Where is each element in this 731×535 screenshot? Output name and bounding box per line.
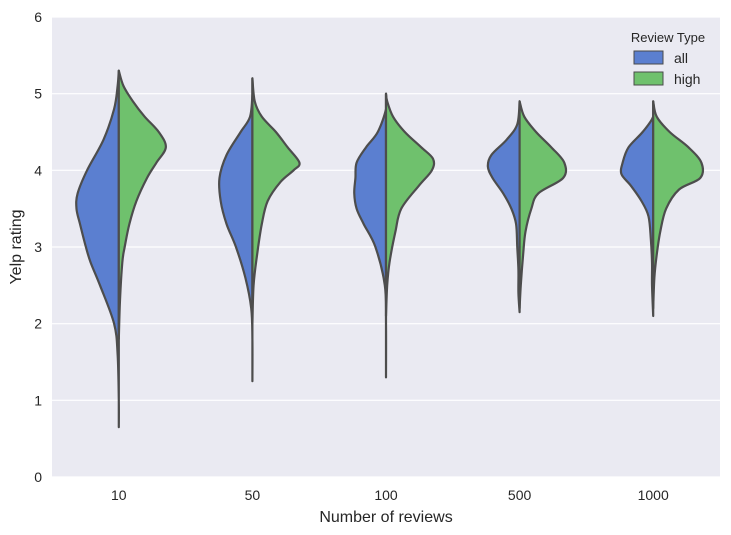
- y-tick-labels: 0 1 2 3 4 5 6: [34, 9, 42, 485]
- y-tick-label-0: 0: [34, 469, 42, 485]
- violin-all-100: [353, 92, 388, 379]
- y-tick-label-5: 5: [34, 86, 42, 102]
- legend-label-high: high: [674, 71, 700, 87]
- y-tick-label-2: 2: [34, 316, 42, 332]
- legend-swatch-high: [633, 71, 664, 86]
- x-tick-label-100: 100: [374, 487, 398, 503]
- legend-label-all: all: [674, 50, 688, 66]
- x-axis-title: Number of reviews: [319, 509, 452, 526]
- x-tick-label-50: 50: [245, 487, 261, 503]
- legend-title: Review Type: [631, 30, 705, 45]
- violin-all-10: [75, 69, 120, 429]
- violin-high-1000: [652, 100, 705, 310]
- y-tick-label-6: 6: [34, 9, 42, 25]
- violin-all-500: [486, 100, 521, 314]
- violin-high-50: [251, 77, 301, 325]
- violin-high-100: [384, 92, 436, 318]
- y-tick-label-3: 3: [34, 239, 42, 255]
- x-tick-label-10: 10: [111, 487, 127, 503]
- violins: [75, 69, 705, 429]
- x-tick-label-1000: 1000: [638, 487, 669, 503]
- y-tick-label-1: 1: [34, 392, 42, 408]
- violin-all-50: [217, 77, 254, 383]
- y-axis-title: Yelp rating: [8, 209, 25, 284]
- x-tick-label-500: 500: [508, 487, 532, 503]
- x-tick-labels: 10 50 100 500 1000: [111, 487, 669, 503]
- violin-all-1000: [619, 100, 656, 318]
- violin-high-500: [518, 100, 568, 310]
- legend-swatch-all: [633, 50, 664, 65]
- violin-high-10: [117, 69, 167, 341]
- y-tick-label-4: 4: [34, 162, 42, 178]
- legend: Review Type all high: [631, 30, 705, 87]
